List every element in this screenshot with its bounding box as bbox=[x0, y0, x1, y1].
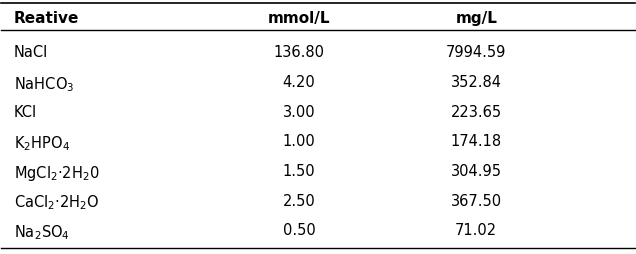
Text: Na$_2$SO$_4$: Na$_2$SO$_4$ bbox=[14, 223, 70, 242]
Text: 367.50: 367.50 bbox=[451, 194, 502, 209]
Text: CaCl$_2$·2H$_2$O: CaCl$_2$·2H$_2$O bbox=[14, 194, 99, 212]
Text: 3.00: 3.00 bbox=[282, 105, 315, 120]
Text: 0.50: 0.50 bbox=[282, 223, 315, 238]
Text: K$_2$HPO$_4$: K$_2$HPO$_4$ bbox=[14, 134, 70, 153]
Text: 352.84: 352.84 bbox=[451, 75, 502, 90]
Text: 7994.59: 7994.59 bbox=[446, 45, 506, 60]
Text: 223.65: 223.65 bbox=[451, 105, 502, 120]
Text: mmol/L: mmol/L bbox=[268, 11, 330, 26]
Text: 1.00: 1.00 bbox=[282, 134, 315, 149]
Text: 2.50: 2.50 bbox=[282, 194, 315, 209]
Text: NaHCO$_3$: NaHCO$_3$ bbox=[14, 75, 74, 94]
Text: 71.02: 71.02 bbox=[455, 223, 497, 238]
Text: KCl: KCl bbox=[14, 105, 37, 120]
Text: Reative: Reative bbox=[14, 11, 80, 26]
Text: 136.80: 136.80 bbox=[273, 45, 324, 60]
Text: 1.50: 1.50 bbox=[282, 164, 315, 179]
Text: mg/L: mg/L bbox=[455, 11, 497, 26]
Text: 174.18: 174.18 bbox=[451, 134, 502, 149]
Text: NaCl: NaCl bbox=[14, 45, 48, 60]
Text: 304.95: 304.95 bbox=[451, 164, 502, 179]
Text: 4.20: 4.20 bbox=[282, 75, 315, 90]
Text: MgCl$_2$·2H$_2$0: MgCl$_2$·2H$_2$0 bbox=[14, 164, 100, 183]
